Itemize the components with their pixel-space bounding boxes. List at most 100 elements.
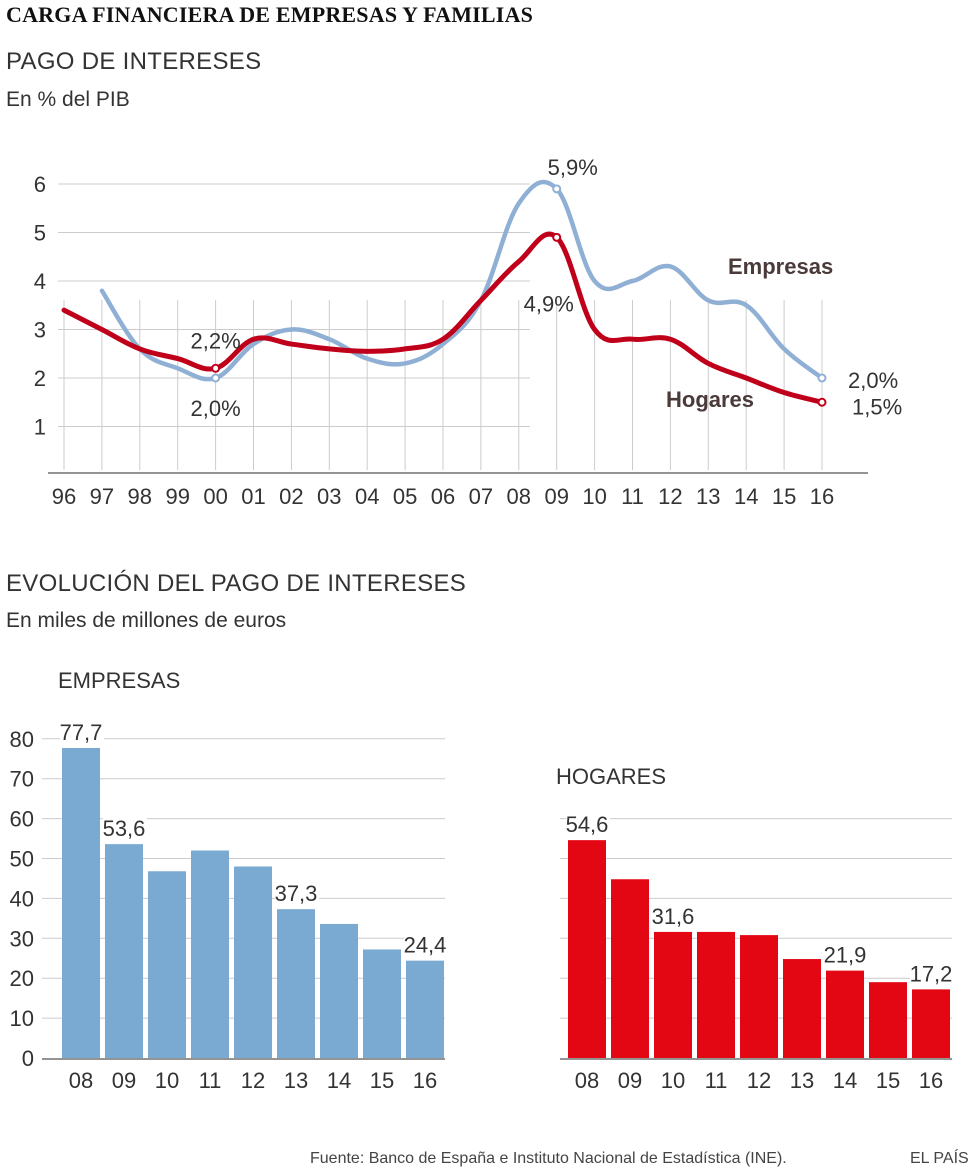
y-tick-label: 70 (10, 767, 34, 792)
data-label: 24,4 (404, 933, 447, 958)
data-label: 5,9% (548, 155, 598, 180)
series-label-empresas: Empresas (728, 254, 833, 279)
x-tick-label: 13 (696, 484, 720, 509)
empresas-bar (363, 949, 401, 1058)
data-label: 21,9 (824, 943, 867, 968)
y-tick-label: 30 (10, 926, 34, 951)
x-tick-label: 12 (241, 1068, 265, 1093)
source-note: Fuente: Banco de España e Instituto Naci… (310, 1150, 787, 1167)
data-label: 31,6 (652, 904, 695, 929)
empresas-bar (148, 871, 186, 1058)
x-tick-label: 09 (544, 484, 568, 509)
hogares-bar (826, 970, 864, 1058)
x-tick-label: 05 (393, 484, 417, 509)
y-tick-label: 1 (34, 415, 46, 440)
data-label-background (404, 932, 448, 957)
x-tick-label: 12 (747, 1068, 771, 1093)
hogares-bar (869, 982, 907, 1058)
y-tick-label: 0 (22, 1046, 34, 1071)
x-tick-label: 00 (203, 484, 227, 509)
x-tick-label: 97 (90, 484, 114, 509)
line-series-hogares (61, 231, 825, 405)
x-tick-label: 08 (507, 484, 531, 509)
y-tick-label: 40 (10, 886, 34, 911)
y-tick-label: 80 (10, 727, 34, 752)
y-tick-label: 60 (10, 807, 34, 832)
y-tick-label: 6 (34, 172, 46, 197)
data-label: 37,3 (275, 881, 318, 906)
data-point-marker (552, 184, 562, 194)
x-tick-label: 02 (279, 484, 303, 509)
data-point-marker (211, 363, 221, 373)
x-tick-label: 11 (705, 1068, 728, 1093)
data-label-background (910, 961, 954, 986)
panel-title-empresas: EMPRESAS (58, 668, 180, 693)
data-label: 2,0% (191, 396, 241, 421)
data-label: 4,9% (524, 291, 574, 316)
line-chart-title: PAGO DE INTERESES (6, 48, 262, 75)
x-tick-label: 16 (919, 1068, 943, 1093)
empresas-bar (406, 960, 444, 1058)
data-label: 2,2% (191, 328, 241, 353)
main-title: CARGA FINANCIERA DE EMPRESAS Y FAMILIAS (6, 2, 534, 27)
x-tick-label: 09 (112, 1068, 136, 1093)
x-tick-label: 98 (128, 484, 152, 509)
data-point-marker (211, 373, 221, 383)
data-label: 77,7 (60, 720, 103, 745)
empresas-bar (234, 866, 272, 1058)
y-tick-label: 20 (10, 966, 34, 991)
data-label: 1,5% (852, 394, 902, 419)
x-tick-label: 07 (469, 484, 493, 509)
bar-section-title: EVOLUCIÓN DEL PAGO DE INTERESES (6, 570, 467, 597)
x-tick-label: 15 (876, 1068, 900, 1093)
x-tick-label: 11 (199, 1068, 222, 1093)
empresas-bar (277, 909, 315, 1058)
data-label: 54,6 (566, 812, 609, 837)
hogares-bar (740, 935, 778, 1058)
x-tick-label: 03 (317, 484, 341, 509)
x-tick-label: 15 (772, 484, 796, 509)
x-tick-label: 16 (810, 484, 834, 509)
data-label-background (566, 812, 610, 837)
x-tick-label: 08 (575, 1068, 599, 1093)
hogares-bar (783, 959, 821, 1058)
empresas-bar (105, 844, 143, 1058)
y-tick-label: 50 (10, 847, 34, 872)
x-tick-label: 10 (155, 1068, 179, 1093)
data-label: 17,2 (910, 961, 953, 986)
hogares-bar (568, 840, 606, 1058)
empresas-bar (320, 923, 358, 1058)
y-tick-label: 4 (34, 269, 46, 294)
hogares-bar (912, 989, 950, 1058)
x-tick-label: 16 (413, 1068, 437, 1093)
data-label: 53,6 (103, 816, 146, 841)
data-label-background (275, 881, 319, 906)
data-label: 2,0% (848, 368, 898, 393)
x-tick-label: 08 (69, 1068, 93, 1093)
y-tick-label: 5 (34, 221, 46, 246)
panel-title-hogares: HOGARES (556, 764, 666, 789)
x-tick-label: 12 (658, 484, 682, 509)
data-label-background (103, 816, 147, 841)
data-label-background (60, 719, 104, 744)
x-tick-label: 10 (582, 484, 606, 509)
x-tick-label: 14 (734, 484, 758, 509)
x-tick-label: 13 (284, 1068, 308, 1093)
y-tick-label: 2 (34, 366, 46, 391)
empresas-bar (191, 850, 229, 1058)
hogares-bar (697, 931, 735, 1058)
y-tick-label: 10 (10, 1006, 34, 1031)
x-tick-label: 99 (165, 484, 189, 509)
line-series-empresas (99, 179, 825, 382)
x-tick-label: 10 (661, 1068, 685, 1093)
bar-section-subtitle: En miles de millones de euros (6, 609, 287, 632)
hogares-bar (654, 931, 692, 1058)
data-point-marker (817, 397, 827, 407)
x-tick-label: 13 (790, 1068, 814, 1093)
x-tick-label: 09 (618, 1068, 642, 1093)
x-tick-label: 14 (833, 1068, 857, 1093)
y-tick-label: 3 (34, 318, 46, 343)
empresas-bar (62, 747, 100, 1058)
line-chart-subtitle: En % del PIB (6, 88, 130, 111)
